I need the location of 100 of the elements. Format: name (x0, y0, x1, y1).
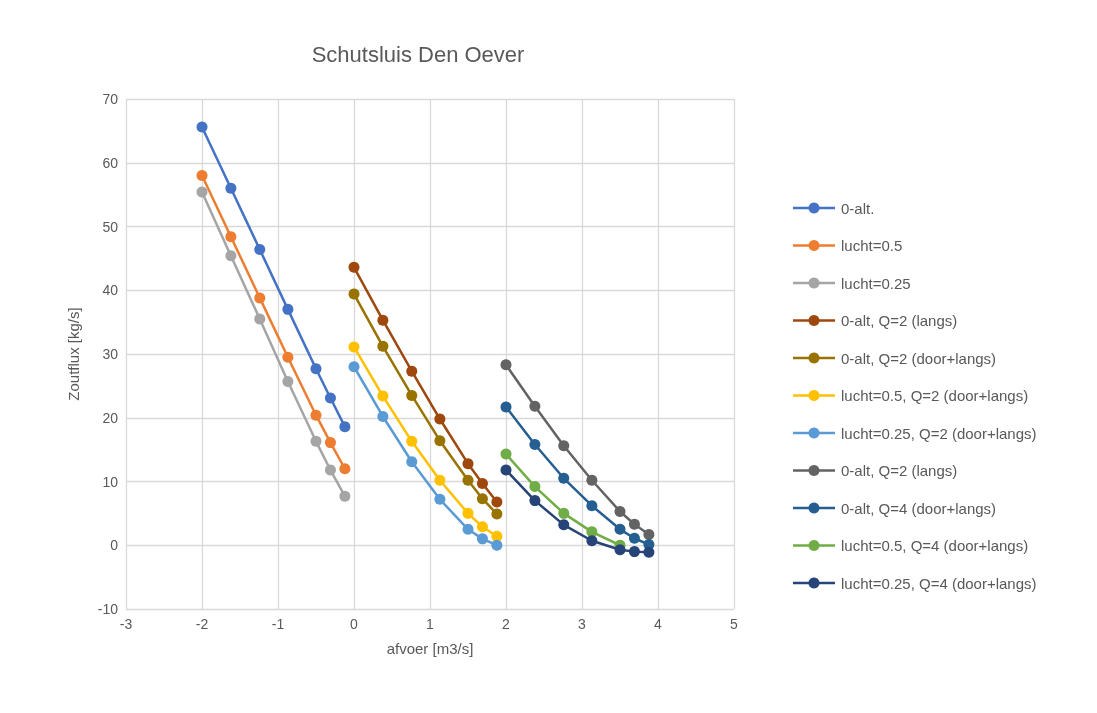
point (434, 413, 446, 425)
x-tick-label: -1 (271, 616, 285, 632)
x-tick-label: -3 (119, 616, 133, 632)
point (377, 340, 389, 352)
legend-label: 0-alt. (841, 199, 875, 217)
x-tick-label: 1 (426, 616, 435, 632)
legend-label: 0-alt, Q=2 (langs) (841, 312, 958, 329)
point (254, 243, 266, 255)
point (558, 440, 570, 452)
point (491, 496, 503, 508)
x-tick-label: 2 (502, 616, 511, 632)
point (254, 292, 266, 304)
point (462, 507, 474, 519)
point (324, 437, 336, 449)
legend-label: 0-alt, Q=2 (langs) (841, 462, 958, 479)
point (500, 464, 512, 476)
point (500, 448, 512, 460)
point (643, 546, 655, 558)
x-tick-label: -2 (195, 616, 209, 632)
point (348, 341, 360, 353)
point (529, 400, 541, 412)
point (628, 518, 640, 530)
point (491, 539, 503, 551)
x-tick-label: 5 (730, 616, 739, 632)
y-tick-label: 0 (110, 537, 119, 554)
point (558, 519, 570, 531)
y-tick-label: 10 (102, 473, 119, 490)
point (406, 456, 418, 468)
point (282, 375, 294, 387)
point (225, 182, 237, 194)
point (324, 464, 336, 476)
y-tick-label: 30 (102, 346, 119, 362)
point (491, 508, 503, 520)
x-tick-label: 3 (578, 616, 587, 632)
point (348, 288, 360, 300)
point (434, 435, 446, 447)
y-tick-label: -10 (97, 601, 119, 617)
point (476, 477, 488, 489)
point (225, 250, 237, 262)
point (196, 121, 208, 133)
legend-label: lucht=0.5 (841, 237, 903, 254)
point (339, 463, 351, 475)
point (348, 361, 360, 373)
point (310, 409, 322, 421)
point (339, 490, 351, 502)
point (348, 261, 360, 273)
point (462, 474, 474, 486)
legend-label: lucht=0.25, Q=2 (door+langs) (841, 424, 1037, 442)
point (462, 458, 474, 470)
point (254, 313, 266, 325)
point (586, 535, 598, 547)
point (406, 365, 418, 377)
point (282, 351, 294, 363)
point (434, 493, 446, 505)
point (500, 359, 512, 371)
chart-title: Schutsluis Den Oever (311, 41, 525, 67)
x-tick-label: 4 (654, 616, 663, 632)
point (476, 533, 488, 545)
point (196, 170, 208, 181)
point (282, 303, 294, 315)
point (310, 435, 322, 447)
legend-label: 0-alt, Q=2 (door+langs) (841, 349, 997, 367)
point (377, 410, 389, 422)
point (643, 528, 655, 540)
legend-label: 0-alt, Q=4 (door+langs) (841, 499, 997, 517)
y-tick-label: 40 (102, 282, 119, 299)
legend-label: lucht=0.5, Q=2 (door+langs) (841, 387, 1029, 404)
y-tick-label: 20 (102, 409, 119, 426)
point (310, 363, 322, 375)
x-tick-label: 0 (350, 616, 359, 632)
point (377, 390, 389, 402)
point (406, 435, 418, 447)
point (434, 474, 446, 486)
point (586, 500, 598, 512)
legend-label: lucht=0.25, Q=4 (door+langs) (841, 574, 1037, 592)
point (196, 186, 208, 198)
point (225, 231, 237, 243)
point (476, 521, 488, 533)
legend-label: lucht=0.25 (841, 274, 911, 292)
point (614, 505, 626, 517)
point (614, 544, 626, 556)
y-tick-label: 50 (102, 218, 119, 235)
point (586, 474, 598, 486)
point (628, 546, 640, 558)
point (628, 532, 640, 544)
y-tick-label: 70 (102, 91, 119, 107)
point (476, 493, 488, 505)
x-axis-title: afvoer [m3/s] (386, 640, 474, 657)
point (558, 507, 570, 519)
point (324, 392, 336, 404)
y-tick-label: 60 (102, 154, 119, 171)
point (614, 523, 626, 535)
point (339, 421, 351, 433)
legend-label: lucht=0.5, Q=4 (door+langs) (841, 537, 1029, 554)
y-axis-title: Zoutflux [kg/s] (65, 307, 82, 401)
point (377, 314, 389, 326)
point (529, 439, 541, 451)
point (406, 389, 418, 401)
point (558, 472, 570, 484)
point (529, 495, 541, 507)
